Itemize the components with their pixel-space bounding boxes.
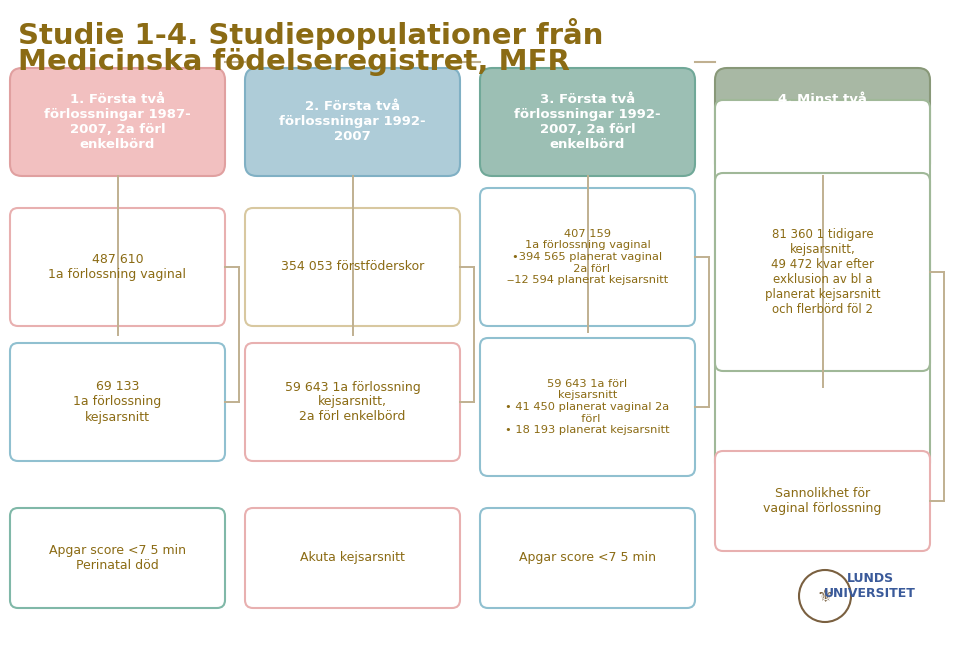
FancyBboxPatch shape — [715, 173, 930, 371]
FancyBboxPatch shape — [10, 68, 225, 176]
Text: Studie 1-4. Studiepopulationer från: Studie 1-4. Studiepopulationer från — [18, 18, 604, 50]
FancyBboxPatch shape — [245, 208, 460, 326]
FancyBboxPatch shape — [245, 508, 460, 608]
FancyBboxPatch shape — [715, 68, 930, 176]
Text: 4. Minst två
förlossningar, minst 1
förl efter 1 kejsarsnitt
1992-2011: 4. Minst två förlossningar, minst 1 förl… — [739, 93, 905, 151]
Text: 2. Första två
förlossningar 1992-
2007: 2. Första två förlossningar 1992- 2007 — [279, 101, 426, 143]
Text: ⚜: ⚜ — [816, 587, 833, 605]
Text: Medicinska födelseregistret, MFR: Medicinska födelseregistret, MFR — [18, 48, 570, 76]
Text: Sannolikhet för
vaginal förlossning: Sannolikhet för vaginal förlossning — [763, 487, 881, 515]
Text: 1. Första två
förlossningar 1987-
2007, 2a förl
enkelbörd: 1. Första två förlossningar 1987- 2007, … — [44, 93, 191, 151]
Text: 407 159
1a förlossning vaginal
•394 565 planerat vaginal
  2a förl
‒12 594 plane: 407 159 1a förlossning vaginal •394 565 … — [507, 229, 668, 285]
FancyBboxPatch shape — [245, 68, 460, 176]
FancyBboxPatch shape — [480, 338, 695, 476]
FancyBboxPatch shape — [480, 508, 695, 608]
Text: LUNDS
UNIVERSITET: LUNDS UNIVERSITET — [824, 572, 916, 600]
Text: 487 610
1a förlossning vaginal: 487 610 1a förlossning vaginal — [49, 253, 186, 281]
FancyBboxPatch shape — [245, 343, 460, 461]
Text: Apgar score <7 5 min
Perinatal död: Apgar score <7 5 min Perinatal död — [49, 544, 186, 572]
Text: 81 360 1 tidigare
kejsarsnitt,
49 472 kvar efter
exklusion av bl a
planerat kejs: 81 360 1 tidigare kejsarsnitt, 49 472 kv… — [765, 228, 880, 316]
Text: Apgar score <7 5 min: Apgar score <7 5 min — [519, 551, 656, 565]
Text: 354 053 förstföderskor: 354 053 förstföderskor — [281, 260, 424, 274]
FancyBboxPatch shape — [480, 68, 695, 176]
FancyBboxPatch shape — [10, 508, 225, 608]
Text: 59 643 1a förl
kejsarsnitt
• 41 450 planerat vaginal 2a
  förl
• 18 193 planerat: 59 643 1a förl kejsarsnitt • 41 450 plan… — [505, 379, 670, 435]
FancyBboxPatch shape — [10, 208, 225, 326]
FancyBboxPatch shape — [10, 343, 225, 461]
FancyBboxPatch shape — [715, 100, 930, 471]
Text: Akuta kejsarsnitt: Akuta kejsarsnitt — [300, 551, 405, 565]
Text: 59 643 1a förlossning
kejsarsnitt,
2a förl enkelbörd: 59 643 1a förlossning kejsarsnitt, 2a fö… — [284, 380, 420, 424]
Text: 3. Första två
förlossningar 1992-
2007, 2a förl
enkelbörd: 3. Första två förlossningar 1992- 2007, … — [515, 93, 660, 151]
FancyBboxPatch shape — [480, 188, 695, 326]
FancyBboxPatch shape — [715, 451, 930, 551]
Text: 69 133
1a förlossning
kejsarsnitt: 69 133 1a förlossning kejsarsnitt — [73, 380, 161, 424]
